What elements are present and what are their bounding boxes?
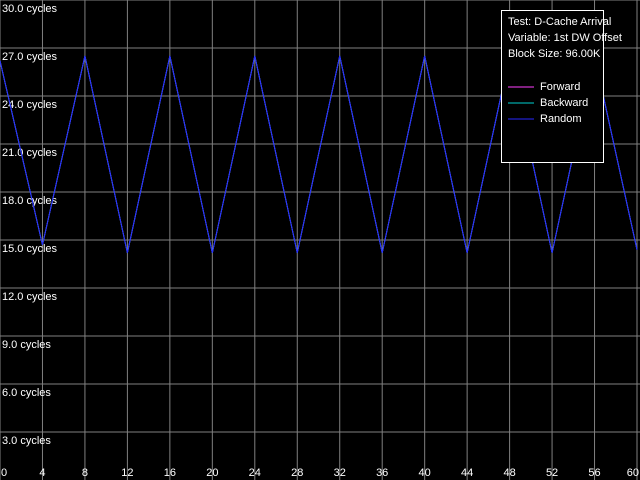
x-tick-label: 24 [249, 467, 261, 479]
x-tick-label: 12 [121, 467, 133, 479]
x-tick-label: 36 [376, 467, 388, 479]
y-tick-label: 15.0 cycles [2, 243, 58, 255]
x-tick-label: 44 [461, 467, 473, 479]
legend-label: Random [540, 113, 582, 125]
x-tick-label: 4 [39, 467, 45, 479]
x-tick-label: 16 [164, 467, 176, 479]
y-tick-label: 24.0 cycles [2, 99, 58, 111]
x-tick-label: 40 [419, 467, 431, 479]
info-text: Test: D-Cache Arrival [508, 16, 611, 28]
x-tick-label: 32 [334, 467, 346, 479]
y-tick-label: 9.0 cycles [2, 339, 51, 351]
legend-label: Backward [540, 97, 588, 109]
y-tick-label: 27.0 cycles [2, 51, 58, 63]
y-tick-label: 3.0 cycles [2, 435, 51, 447]
x-tick-label: 52 [546, 467, 558, 479]
x-tick-label: 60 [627, 467, 639, 479]
x-tick-label: 28 [291, 467, 303, 479]
x-tick-label: 8 [82, 467, 88, 479]
y-tick-label: 12.0 cycles [2, 291, 58, 303]
y-tick-label: 18.0 cycles [2, 195, 58, 207]
x-tick-label: 48 [503, 467, 515, 479]
x-tick-label: 56 [588, 467, 600, 479]
y-tick-label: 30.0 cycles [2, 3, 58, 15]
x-tick-label: 20 [206, 467, 218, 479]
y-tick-label: 21.0 cycles [2, 147, 58, 159]
info-text: Block Size: 96.00K [508, 48, 601, 60]
legend: Test: D-Cache Arrival Variable: 1st DW Of… [501, 10, 622, 163]
info-text: Variable: 1st DW Offset [508, 32, 622, 44]
legend-label: Forward [540, 81, 580, 93]
x-tick-label: 0 [1, 467, 7, 479]
y-tick-label: 6.0 cycles [2, 387, 51, 399]
